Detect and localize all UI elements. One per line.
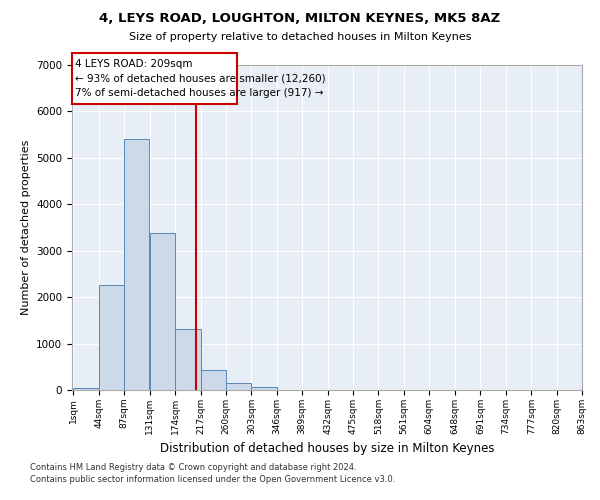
Y-axis label: Number of detached properties: Number of detached properties [20, 140, 31, 315]
Bar [150, 233, 175, 390]
FancyBboxPatch shape [72, 54, 237, 104]
Text: 4 LEYS ROAD: 209sqm: 4 LEYS ROAD: 209sqm [75, 60, 193, 70]
X-axis label: Distribution of detached houses by size in Milton Keynes: Distribution of detached houses by size … [160, 442, 494, 456]
Text: Contains public sector information licensed under the Open Government Licence v3: Contains public sector information licen… [30, 475, 395, 484]
Bar [251, 387, 277, 390]
Bar [98, 284, 124, 390]
Bar [226, 383, 251, 390]
Text: Size of property relative to detached houses in Milton Keynes: Size of property relative to detached ho… [129, 32, 471, 42]
Bar [124, 140, 149, 390]
Text: 4, LEYS ROAD, LOUGHTON, MILTON KEYNES, MK5 8AZ: 4, LEYS ROAD, LOUGHTON, MILTON KEYNES, M… [100, 12, 500, 26]
Text: Contains HM Land Registry data © Crown copyright and database right 2024.: Contains HM Land Registry data © Crown c… [30, 464, 356, 472]
Bar [200, 370, 226, 390]
Bar [175, 329, 200, 390]
Text: ← 93% of detached houses are smaller (12,260): ← 93% of detached houses are smaller (12… [75, 74, 326, 84]
Text: 7% of semi-detached houses are larger (917) →: 7% of semi-detached houses are larger (9… [75, 88, 323, 98]
Bar [73, 388, 98, 390]
